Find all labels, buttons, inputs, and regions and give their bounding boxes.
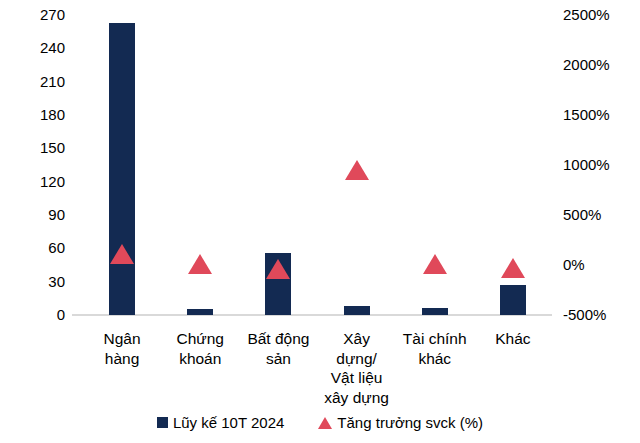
growth-triangle-marker xyxy=(266,259,290,279)
growth-triangle-marker xyxy=(501,258,525,278)
x-axis-category-label: Khác xyxy=(465,329,561,349)
y-axis-left-tick-label: 30 xyxy=(0,273,65,291)
growth-triangle-marker xyxy=(345,160,369,180)
y-axis-left-tick-label: 90 xyxy=(0,206,65,224)
y-axis-right-tick-label: 2000% xyxy=(563,56,610,74)
bar xyxy=(344,306,370,315)
dual-axis-bar-chart: 270 240 210 180 150 120 90 60 30 0 2500% 2000% 1500… xyxy=(0,0,640,443)
bar-series-legend-marker-icon xyxy=(157,417,168,428)
y-axis-right-tick-label: 0% xyxy=(563,256,585,274)
y-axis-right-tick-label: 1000% xyxy=(563,156,610,174)
bar-series-legend-label: Lũy kế 10T 2024 xyxy=(173,414,284,431)
y-axis-right-tick-label: 500% xyxy=(563,206,601,224)
x-axis-line xyxy=(72,314,552,316)
bar xyxy=(109,23,135,315)
triangle-series-legend-marker-icon xyxy=(318,417,332,429)
growth-triangle-marker xyxy=(188,254,212,274)
legend: Lũy kế 10T 2024 Tăng trưởng svck (%) xyxy=(0,414,640,431)
y-axis-left-tick-label: 240 xyxy=(0,39,65,57)
legend-item-triangle-series: Tăng trưởng svck (%) xyxy=(318,414,483,431)
y-axis-left-tick-label: 120 xyxy=(0,173,65,191)
y-axis-left-tick-label: 150 xyxy=(0,139,65,157)
bar xyxy=(187,309,213,315)
y-axis-left-tick-label: 210 xyxy=(0,73,65,91)
y-axis-left-tick-label: 0 xyxy=(0,306,65,324)
triangle-series-legend-label: Tăng trưởng svck (%) xyxy=(337,414,483,431)
y-axis-left-tick-label: 270 xyxy=(0,6,65,24)
legend-item-bar-series: Lũy kế 10T 2024 xyxy=(157,414,284,431)
y-axis-right-tick-label: -500% xyxy=(563,306,606,324)
y-axis-left-tick-label: 180 xyxy=(0,106,65,124)
growth-triangle-marker xyxy=(110,244,134,264)
y-axis-right-tick-label: 1500% xyxy=(563,106,610,124)
y-axis-left-tick-label: 60 xyxy=(0,239,65,257)
bar xyxy=(422,308,448,315)
y-axis-right-tick-label: 2500% xyxy=(563,6,610,24)
bar xyxy=(500,285,526,315)
growth-triangle-marker xyxy=(423,254,447,274)
